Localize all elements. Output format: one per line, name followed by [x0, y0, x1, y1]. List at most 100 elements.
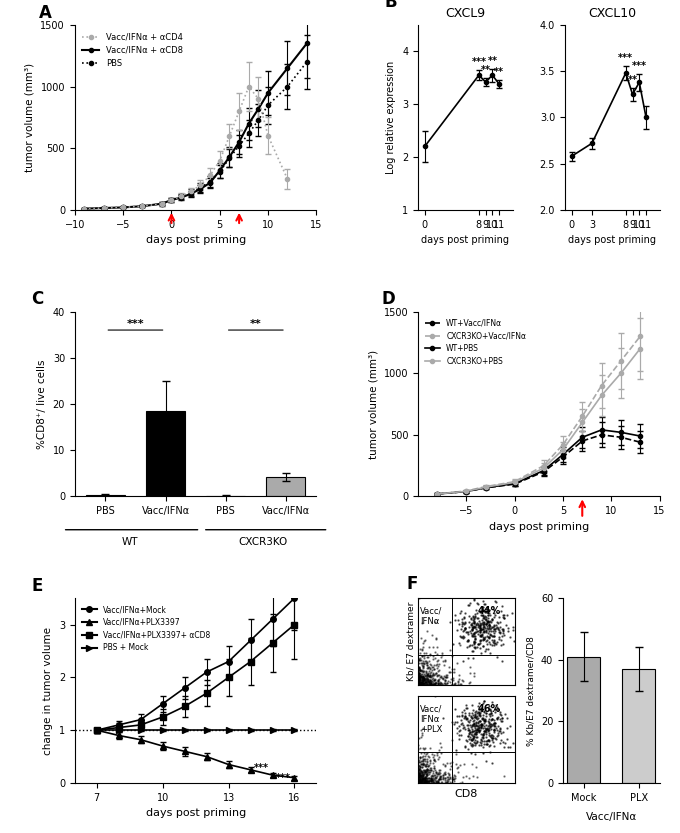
Point [424, 673, 435, 686]
Legend: Vacc/IFNα + αCD4, Vacc/IFNα + αCD8, PBS: Vacc/IFNα + αCD4, Vacc/IFNα + αCD8, PBS [79, 29, 186, 71]
Point [414, 676, 425, 690]
Point [482, 724, 493, 737]
Point [417, 776, 428, 789]
Point [456, 714, 466, 727]
Point [416, 658, 427, 671]
Point [419, 742, 430, 756]
Point [424, 676, 435, 689]
Point [424, 678, 435, 691]
Point [415, 776, 426, 789]
Point [432, 769, 443, 782]
Point [483, 625, 494, 638]
Point [486, 712, 497, 726]
Point [470, 721, 481, 734]
Point [413, 761, 424, 775]
Point [466, 621, 477, 634]
Point [458, 757, 469, 771]
Point [481, 710, 492, 723]
Point [462, 730, 473, 743]
Point [422, 763, 433, 776]
Point [415, 771, 426, 785]
Point [423, 774, 434, 787]
Point [426, 668, 437, 681]
Point [502, 732, 513, 746]
Point [465, 661, 476, 674]
Point [413, 673, 424, 686]
Point [428, 775, 439, 788]
Point [422, 672, 432, 686]
Point [470, 718, 481, 731]
Point [464, 731, 475, 744]
Point [473, 615, 484, 628]
Point [489, 609, 500, 622]
Point [460, 740, 471, 753]
Point [428, 764, 439, 777]
Point [415, 676, 426, 689]
Point [420, 771, 430, 785]
Point [422, 762, 432, 776]
Point [468, 611, 479, 624]
Point [481, 605, 492, 618]
Point [471, 726, 481, 739]
Point [456, 677, 466, 691]
Point [428, 677, 439, 691]
Point [477, 711, 488, 725]
Point [462, 714, 473, 727]
Point [439, 669, 449, 682]
Point [415, 676, 426, 689]
Point [418, 665, 428, 678]
Point [470, 610, 481, 623]
Point [475, 606, 486, 619]
Point [459, 616, 470, 629]
Point [471, 640, 482, 653]
Point [441, 678, 452, 691]
Point [439, 771, 450, 784]
Point [420, 771, 431, 785]
Point [479, 621, 490, 635]
Point [469, 626, 480, 639]
Point [418, 769, 429, 782]
Point [430, 676, 441, 689]
Point [483, 606, 494, 620]
Point [425, 679, 436, 692]
Point [414, 769, 425, 782]
Point [424, 776, 435, 789]
Point [437, 671, 447, 685]
Point [431, 657, 442, 671]
Point [438, 711, 449, 725]
Point [439, 776, 450, 789]
Point [468, 725, 479, 738]
Point [420, 754, 431, 767]
Point [494, 725, 505, 738]
Point [482, 637, 493, 651]
Point [418, 674, 429, 687]
Point [420, 772, 430, 786]
Point [473, 721, 483, 735]
Point [413, 766, 424, 780]
Point [422, 774, 432, 787]
Point [467, 651, 478, 665]
Point [419, 656, 430, 669]
Point [498, 736, 509, 749]
Point [465, 612, 476, 626]
Point [457, 709, 468, 722]
Point [465, 736, 476, 750]
Point [483, 619, 494, 632]
Point [455, 729, 466, 742]
Point [431, 771, 442, 785]
Point [481, 722, 492, 736]
Point [415, 766, 426, 779]
Point [429, 763, 440, 776]
Point [420, 771, 430, 784]
Point [474, 641, 485, 655]
Point [503, 741, 513, 754]
Point [420, 775, 431, 788]
Point [430, 667, 441, 681]
Point [443, 771, 454, 784]
Point [413, 674, 424, 687]
Point [484, 721, 495, 735]
Point [478, 737, 489, 751]
Point [463, 708, 474, 721]
Point [422, 677, 432, 691]
Point [422, 771, 433, 785]
